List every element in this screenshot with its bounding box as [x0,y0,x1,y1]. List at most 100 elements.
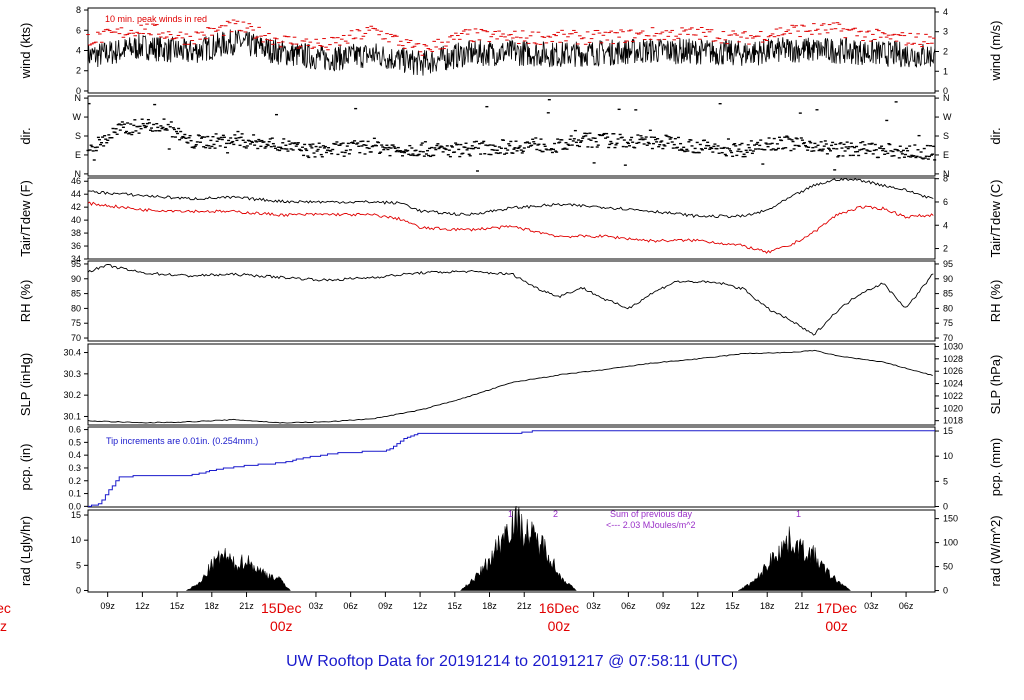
radiation-day-1 [185,548,292,591]
rad-right-label: rad (W/m^2) [988,515,1003,586]
rad-frame [87,509,936,593]
rh-right-tick-label: 75 [943,318,953,328]
hour-tick-label: 06z [343,601,358,611]
hour-tick-label: 09z [656,601,671,611]
dir-right-tick-label: S [943,131,949,141]
temp-left-tick-label: 38 [71,228,81,238]
day-marker-date: ec [0,600,11,616]
rad-left-tick-label: 5 [76,560,81,570]
rh-right-tick-label: 70 [943,333,953,343]
rad-right-tick-label: 50 [943,562,953,572]
wind-right-label: wind (m/s) [988,21,1003,82]
wind-annotation: 10 min. peak winds in red [105,14,207,24]
rh-right-tick-label: 85 [943,289,953,299]
pcp-left-tick-label: 0.6 [68,425,81,435]
day-marker-date: 16Dec [539,600,579,616]
rad-daily-mark-1: 1 [508,509,513,519]
rh-series [87,263,934,336]
pcp-left-tick-label: 0.4 [68,450,81,460]
temp-left-tick-label: 46 [71,176,81,186]
rad-right-tick-label: 150 [943,514,958,524]
rad-sum-annotation: Sum of previous day [610,509,693,519]
pcp-left-tick-label: 0.2 [68,476,81,486]
hour-tick-label: 12z [413,601,428,611]
hour-tick-label: 15z [170,601,185,611]
panel-frames [87,7,936,593]
hour-tick-label: 15z [725,601,740,611]
day-marker-time: 00z [825,618,848,634]
pcp-right-label: pcp. (mm) [988,438,1003,497]
rad-right-tick-label: 0 [943,586,948,596]
hour-tick-label: 12z [135,601,150,611]
temp-left-tick-label: 40 [71,215,81,225]
hour-tick-label: 18z [760,601,775,611]
wind-left-tick-label: 6 [76,25,81,35]
hour-tick-label: 06z [621,601,636,611]
wind-right-tick-label: 4 [943,7,948,17]
pcp-left-label: pcp. (in) [18,444,33,491]
rh-left-label: RH (%) [18,280,33,323]
wind-left-tick-label: 4 [76,46,81,56]
hour-tick-label: 21z [795,601,810,611]
dir-right-tick-label: E [943,150,949,160]
rh-right-label: RH (%) [988,280,1003,323]
rh-left-tick-label: 75 [71,318,81,328]
pcp-right-tick-label: 5 [943,476,948,486]
rh-left-tick-label: 80 [71,303,81,313]
pcp-left-tick-label: 0.5 [68,437,81,447]
hour-tick-label: 18z [205,601,220,611]
dir-left-tick-label: E [75,150,81,160]
slp-left-tick-label: 30.1 [63,411,81,421]
hour-tick-label: 03z [309,601,324,611]
temp-left-tick-label: 34 [71,254,81,264]
dir-right-tick-label: W [943,112,952,122]
temp-left-tick-label: 42 [71,202,81,212]
panel-plots [86,19,937,591]
hour-tick-label: 09z [378,601,393,611]
temp-right-tick-label: 2 [943,244,948,254]
rad-right-tick-label: 100 [943,538,958,548]
day-marker-time: 00z [548,618,571,634]
hour-tick-label: 21z [517,601,532,611]
hour-tick-label: 15z [448,601,463,611]
temp-left-tick-label: 44 [71,189,81,199]
rh-left-tick-label: 70 [71,333,81,343]
dir-right-tick-label: N [943,169,950,179]
dir-left-tick-label: S [75,131,81,141]
radiation-day-3 [737,526,851,591]
dir-left-tick-label: W [73,112,82,122]
wind-left-tick-label: 2 [76,66,81,76]
dewpoint-series [87,201,934,254]
rh-left-tick-label: 90 [71,274,81,284]
hour-tick-label: 06z [899,601,914,611]
wind-series [87,29,936,76]
temp-right-label: Tair/Tdew (C) [988,179,1003,257]
slp-right-tick-label: 1026 [943,366,963,376]
rad-left-tick-label: 0 [76,585,81,595]
temp-left-label: Tair/Tdew (F) [18,180,33,257]
dir-right-label: dir. [988,127,1003,144]
rh-left-tick-label: 95 [71,259,81,269]
slp-series [87,349,933,424]
hour-tick-label: 03z [586,601,601,611]
pcp-annotation: Tip increments are 0.01in. (0.254mm.) [106,436,258,446]
temp-left-tick-label: 36 [71,241,81,251]
rad-left-tick-label: 10 [71,535,81,545]
pcp-left-tick-label: 0.3 [68,463,81,473]
rad-daily-mark-3: 1 [796,509,801,519]
slp-right-tick-label: 1022 [943,391,963,401]
rad-sum-value: <--- 2.03 MJoules/m^2 [606,520,696,530]
radiation-day-2 [459,505,577,591]
temp-right-tick-label: 6 [943,197,948,207]
precipitation-series [88,430,935,507]
wind-right-tick-label: 1 [943,66,948,76]
dir-left-tick-label: N [75,93,82,103]
hour-tick-label: 03z [864,601,879,611]
wind-right-tick-label: 2 [943,46,948,56]
dir-left-label: dir. [18,127,33,144]
rad-daily-mark-2: 2 [553,509,558,519]
slp-left-tick-label: 30.2 [63,390,81,400]
wind-left-label: wind (kts) [18,23,33,80]
pcp-left-tick-label: 0.0 [68,501,81,511]
